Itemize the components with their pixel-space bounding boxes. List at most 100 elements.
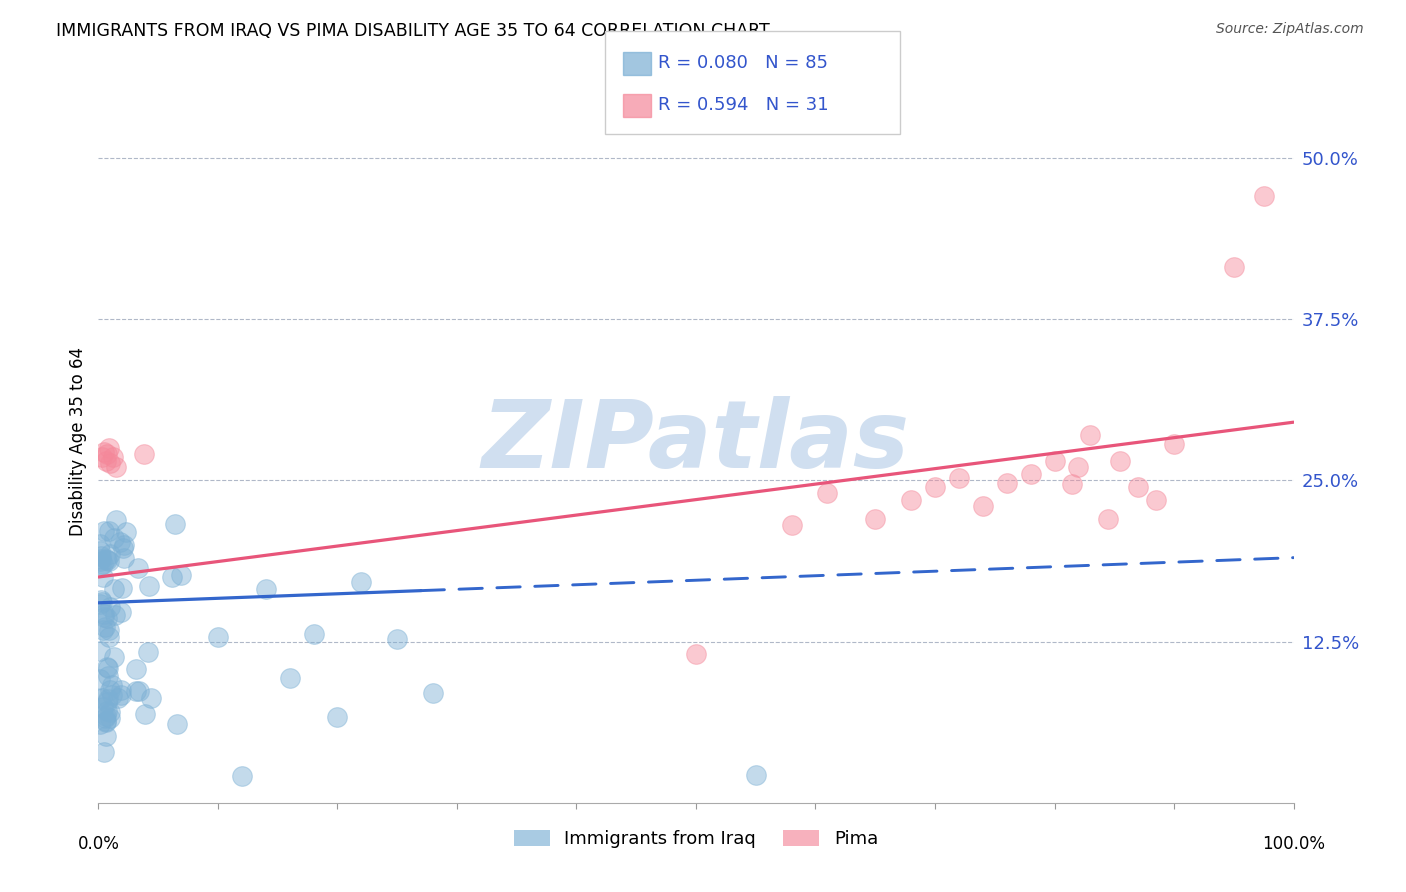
Point: [112, 550, 135, 565]
Point: [104, 608, 127, 623]
Point: [96, 695, 118, 709]
Point: [94, 729, 117, 743]
Text: R = 0.594   N = 31: R = 0.594 N = 31: [658, 96, 828, 114]
Point: [98, 599, 121, 614]
Point: [93, 620, 115, 634]
Point: [90, 549, 112, 563]
Point: [685, 648, 707, 662]
Point: [93, 746, 115, 760]
Point: [98, 457, 122, 471]
Point: [89, 672, 111, 686]
Point: [93, 700, 115, 714]
Point: [105, 460, 128, 475]
Point: [93, 445, 115, 459]
Point: [108, 535, 131, 549]
Point: [995, 475, 1018, 490]
Point: [89, 691, 111, 706]
Point: [948, 471, 970, 485]
Point: [128, 684, 150, 698]
Point: [93, 607, 115, 621]
Point: [94, 454, 117, 468]
Point: [96, 447, 118, 461]
Point: [97, 524, 120, 539]
Point: [97, 692, 120, 706]
Point: [1019, 467, 1042, 481]
Point: [1109, 454, 1132, 468]
Point: [1163, 437, 1185, 451]
Point: [138, 579, 160, 593]
Text: Source: ZipAtlas.com: Source: ZipAtlas.com: [1216, 22, 1364, 37]
Point: [89, 597, 111, 611]
Point: [98, 441, 121, 455]
Point: [93, 524, 115, 538]
Point: [96, 714, 118, 729]
Point: [89, 551, 111, 566]
Point: [91, 557, 114, 571]
Point: [1144, 492, 1167, 507]
Point: [780, 518, 803, 533]
Point: [134, 706, 156, 721]
Point: [139, 691, 162, 706]
Point: [1067, 460, 1090, 475]
Point: [91, 623, 114, 637]
Point: [97, 668, 120, 682]
Point: [98, 705, 121, 719]
Point: [278, 671, 301, 685]
Point: [166, 716, 188, 731]
Point: [103, 650, 125, 665]
Point: [112, 538, 135, 552]
Point: [972, 499, 994, 513]
Point: [1097, 512, 1119, 526]
Point: [326, 710, 349, 724]
Point: [98, 683, 121, 698]
Point: [1043, 454, 1066, 468]
Point: [900, 492, 922, 507]
Point: [96, 660, 118, 674]
Point: [254, 582, 277, 597]
Point: [89, 537, 111, 551]
Point: [101, 677, 124, 691]
Point: [91, 450, 114, 464]
Point: [103, 582, 125, 597]
Text: ZIPatlas: ZIPatlas: [482, 395, 910, 488]
Point: [101, 450, 124, 464]
Point: [207, 630, 229, 644]
Point: [115, 524, 138, 539]
Point: [1062, 477, 1084, 491]
Point: [302, 627, 325, 641]
Point: [97, 661, 120, 675]
Point: [89, 717, 111, 731]
Point: [815, 486, 838, 500]
Point: [1223, 260, 1246, 275]
Point: [96, 553, 118, 567]
Point: [1128, 480, 1150, 494]
Point: [924, 480, 946, 494]
Legend: Immigrants from Iraq, Pima: Immigrants from Iraq, Pima: [506, 822, 886, 855]
Point: [98, 630, 121, 644]
Point: [90, 558, 112, 572]
Text: IMMIGRANTS FROM IRAQ VS PIMA DISABILITY AGE 35 TO 64 CORRELATION CHART: IMMIGRANTS FROM IRAQ VS PIMA DISABILITY …: [56, 22, 770, 40]
Point: [96, 610, 118, 624]
Point: [165, 517, 187, 532]
Point: [94, 711, 117, 725]
Point: [1253, 189, 1275, 203]
Text: 100.0%: 100.0%: [1263, 835, 1324, 854]
Point: [90, 593, 112, 607]
Point: [94, 709, 117, 723]
Point: [127, 561, 149, 575]
Point: [98, 711, 121, 725]
Point: [90, 594, 112, 608]
Point: [350, 574, 373, 589]
Point: [132, 447, 155, 461]
Point: [111, 581, 134, 595]
Text: 0.0%: 0.0%: [77, 835, 120, 854]
Point: [125, 662, 148, 676]
Point: [98, 624, 121, 638]
Point: [96, 551, 118, 566]
Point: [124, 683, 146, 698]
Point: [111, 541, 134, 556]
Point: [745, 768, 768, 782]
Text: R = 0.080   N = 85: R = 0.080 N = 85: [658, 54, 828, 72]
Point: [98, 547, 121, 561]
Y-axis label: Disability Age 35 to 64: Disability Age 35 to 64: [69, 347, 87, 536]
